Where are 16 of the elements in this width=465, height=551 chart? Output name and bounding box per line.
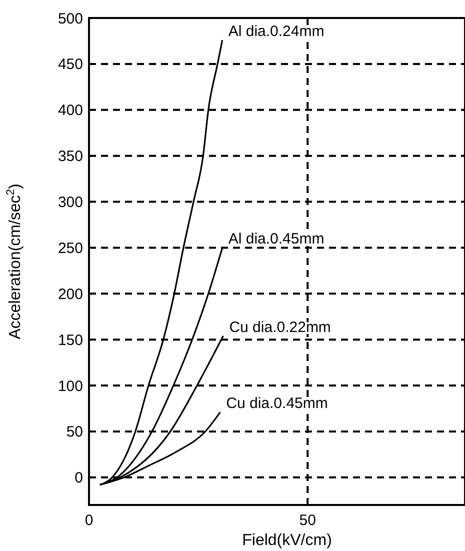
y-tick-label: 200 xyxy=(58,286,83,303)
y-tick-label: 50 xyxy=(66,424,83,441)
series-label: Al dia.0.45mm xyxy=(228,230,324,248)
y-tick-label: 500 xyxy=(58,10,83,28)
x-axis-title: Field(kV/cm) xyxy=(242,532,332,549)
y-tick-label: 0 xyxy=(74,470,83,487)
y-tick-label: 300 xyxy=(58,194,83,212)
series-label: Cu dia.0.45mm xyxy=(226,395,328,412)
series-label: Al dia.0.24mm xyxy=(228,23,324,40)
y-tick-label: 400 xyxy=(58,102,83,120)
y-tick-label: 100 xyxy=(58,378,83,395)
y-tick-label: 150 xyxy=(58,332,83,349)
y-tick-label: 350 xyxy=(58,148,83,166)
y-tick-label: 250 xyxy=(58,240,83,257)
y-tick-label: 450 xyxy=(58,56,83,74)
series-label: Cu dia.0.22mm xyxy=(229,318,331,336)
